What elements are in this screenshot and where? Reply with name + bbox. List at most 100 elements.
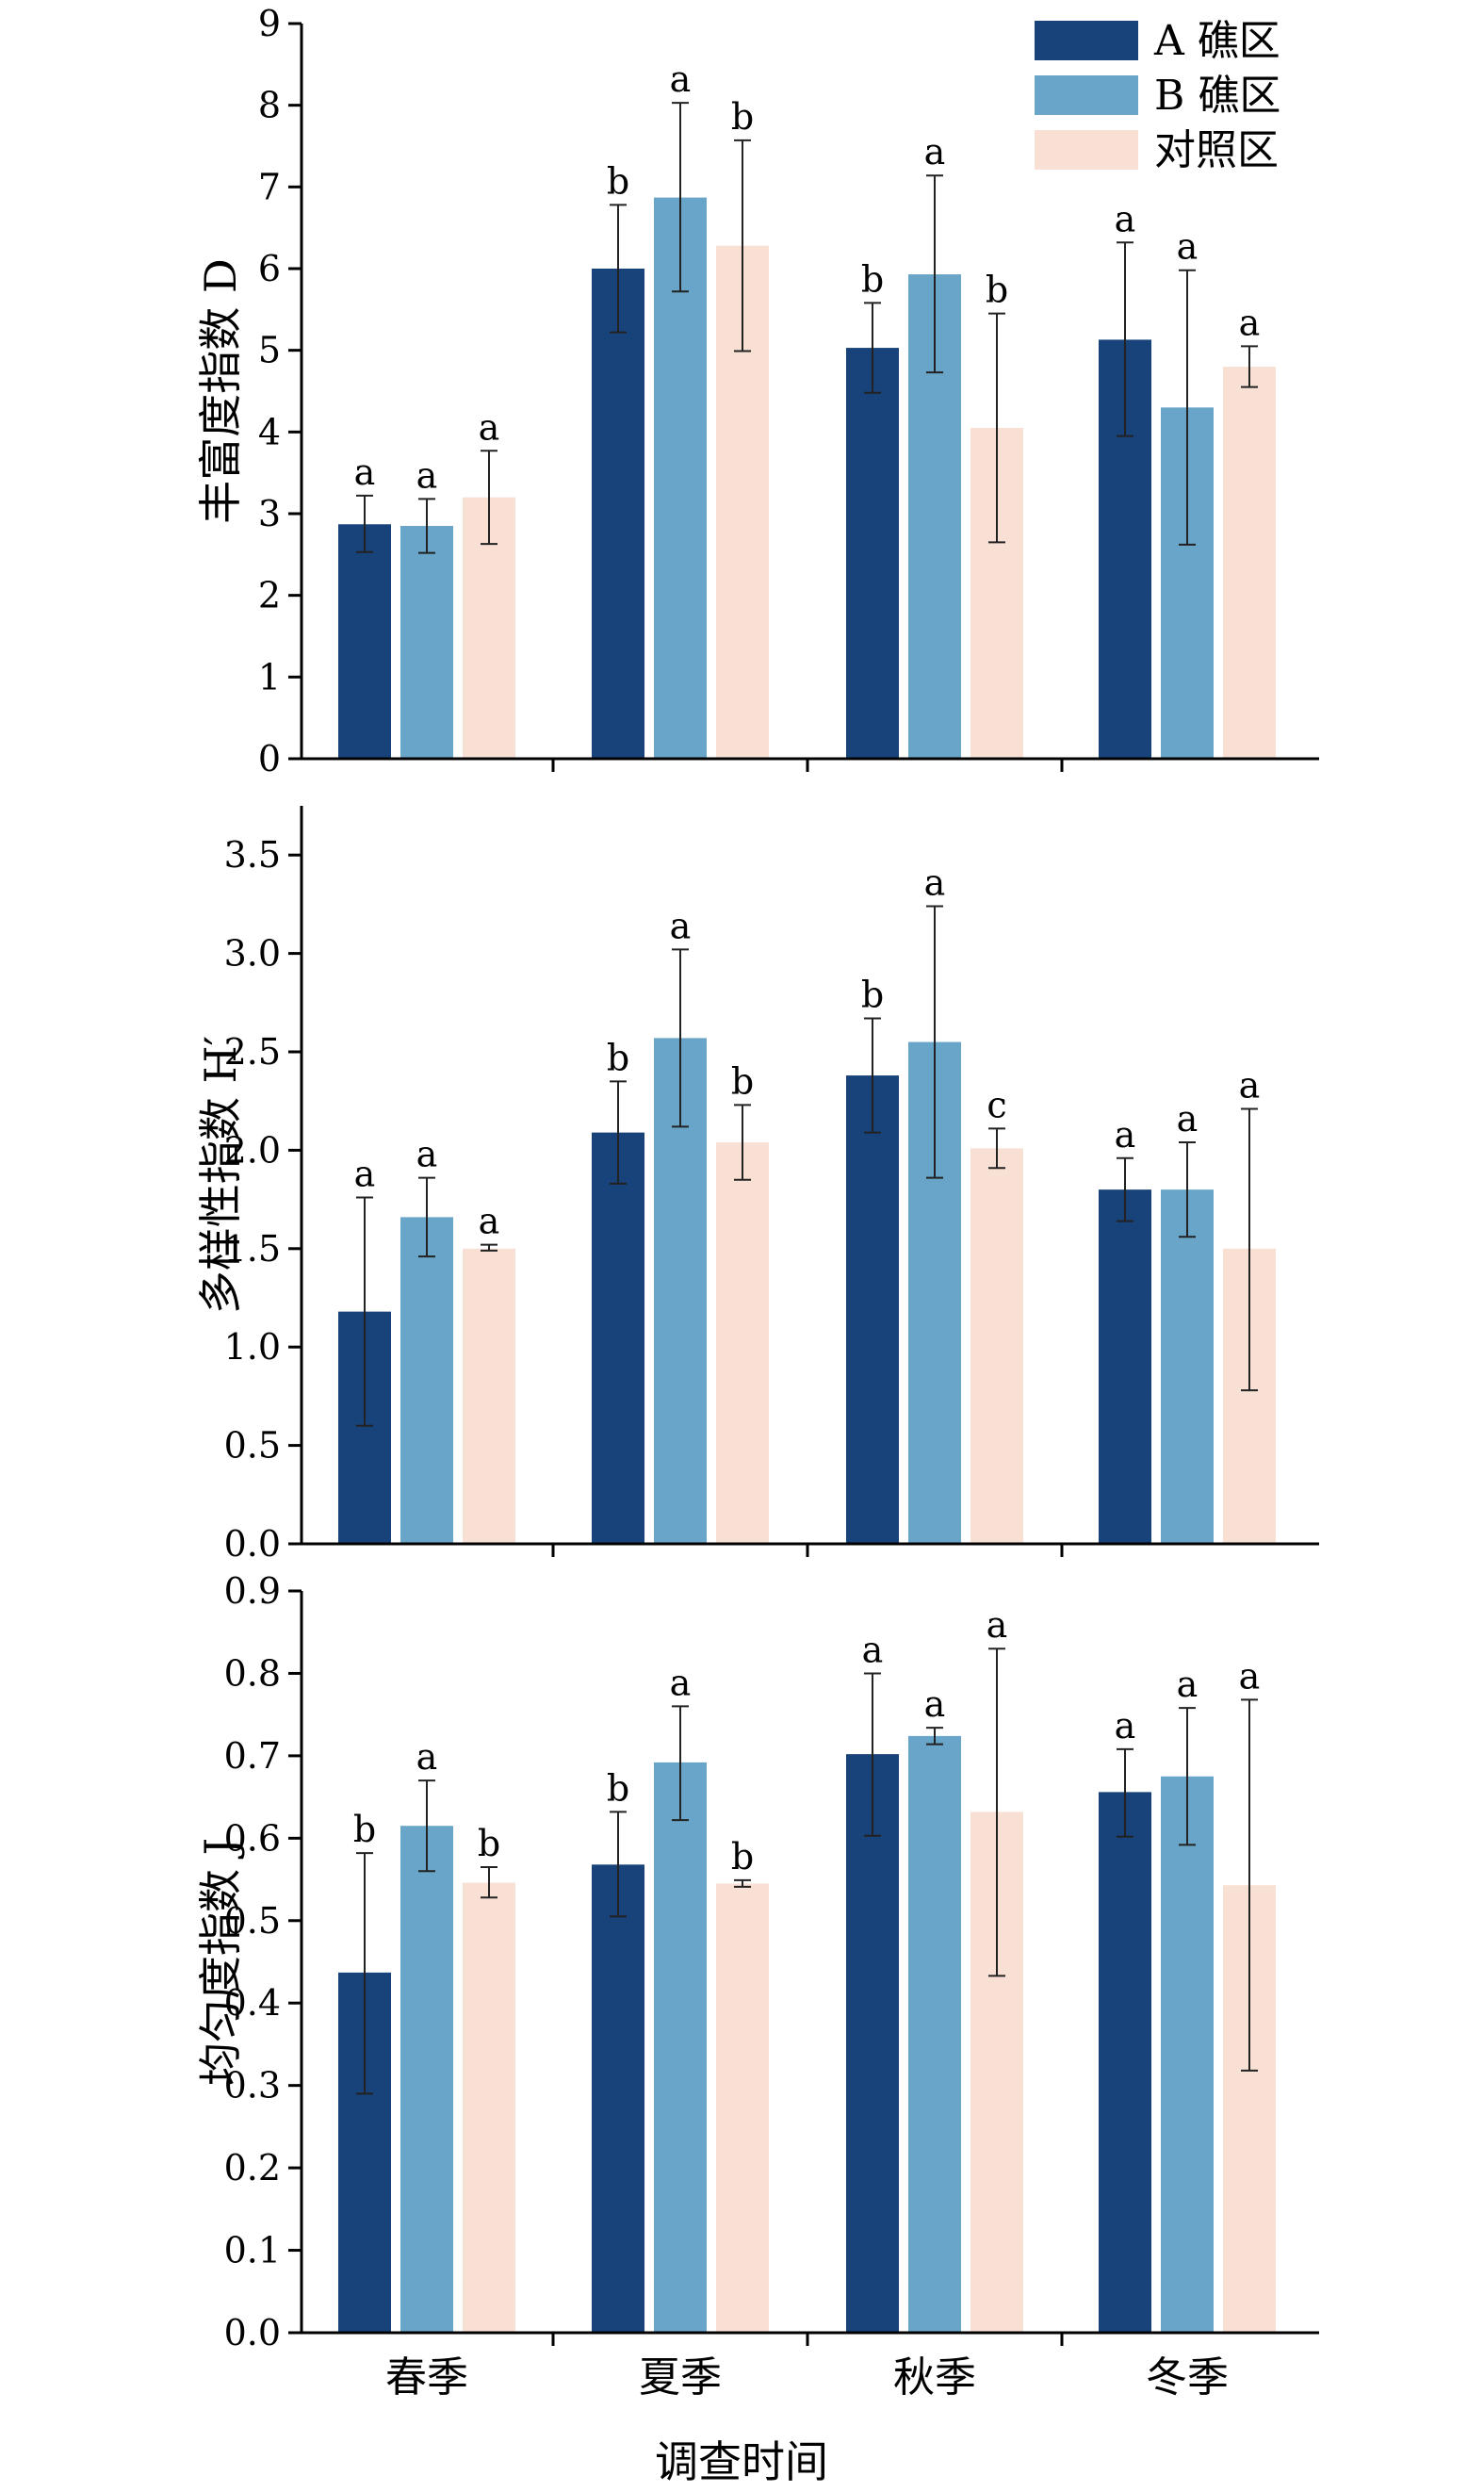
y-tick-label: 0.3 [224, 2065, 281, 2107]
significance-letter: a [1239, 1065, 1261, 1107]
bar [338, 524, 391, 759]
significance-letter: a [354, 1154, 376, 1195]
bar [463, 1249, 515, 1544]
bar [908, 1736, 961, 2333]
y-tick-label: 4 [258, 411, 281, 452]
significance-letter: b [607, 1767, 629, 1809]
significance-letter: a [479, 1201, 500, 1242]
bar [846, 1754, 899, 2333]
y-tick-label: 1.5 [224, 1228, 281, 1270]
x-tick-label: 夏季 [639, 2353, 722, 2402]
bar [654, 1762, 707, 2333]
bar [716, 1883, 769, 2333]
significance-letter: b [353, 1809, 376, 1850]
bar [716, 1142, 769, 1544]
significance-letter: a [416, 1736, 438, 1778]
significance-letter: a [862, 1629, 884, 1670]
y-tick-label: 0.9 [224, 1570, 281, 1612]
bar [1099, 1189, 1151, 1544]
significance-letter: a [1115, 198, 1136, 239]
y-tick-label: 2.5 [224, 1031, 281, 1073]
y-tick-label: 0.4 [224, 1982, 281, 2024]
y-tick-label: 6 [258, 248, 281, 289]
legend-swatch-control [1035, 130, 1138, 170]
y-axis-title: 丰富度指数 D [195, 258, 246, 524]
y-tick-label: 3 [258, 493, 281, 534]
y-tick-label: 0.5 [224, 1900, 281, 1942]
y-tick-label: 0.6 [224, 1817, 281, 1859]
significance-letter: a [354, 451, 376, 493]
x-tick-label: 冬季 [1146, 2353, 1229, 2402]
bar [1099, 1792, 1151, 2333]
x-axis-title: 调查时间 [655, 2436, 828, 2487]
y-tick-label: 0.1 [224, 2230, 281, 2271]
bar [463, 1883, 515, 2333]
significance-letter: b [861, 975, 884, 1016]
significance-letter: b [607, 160, 629, 202]
significance-letter: a [1115, 1114, 1136, 1156]
significance-letter: b [986, 270, 1008, 311]
significance-letter: a [987, 1604, 1008, 1646]
y-tick-label: 3.0 [224, 933, 281, 975]
significance-letter: a [479, 406, 500, 448]
panel-3: 均匀度指数 J0.00.10.20.30.40.50.60.70.80.9bba… [195, 1570, 1319, 2402]
bar [592, 1864, 644, 2333]
y-tick-label: 0 [258, 738, 281, 779]
significance-letter: a [416, 454, 438, 496]
y-axis-title: 均匀度指数 J [195, 1838, 246, 2086]
significance-letter: a [924, 861, 946, 903]
significance-letter: a [1177, 1098, 1199, 1139]
x-tick-label: 秋季 [893, 2353, 976, 2402]
y-tick-label: 2.0 [224, 1129, 281, 1171]
y-tick-label: 9 [258, 3, 281, 44]
legend-label-a: A 礁区 [1153, 17, 1280, 65]
significance-letter: b [861, 258, 884, 300]
y-tick-label: 0.0 [224, 2312, 281, 2353]
significance-letter: a [1177, 226, 1199, 268]
legend-label-b: B 礁区 [1154, 72, 1280, 120]
bar [592, 269, 644, 759]
bar [1161, 1777, 1214, 2333]
panel-2: 多样性指数 H′0.00.51.01.52.02.53.03.5abbaaaaa… [195, 806, 1319, 1565]
y-tick-label: 0.0 [224, 1523, 281, 1565]
legend-swatch-b [1035, 75, 1138, 115]
y-tick-label: 8 [258, 85, 281, 126]
significance-letter: b [731, 1060, 754, 1102]
bar [400, 1217, 453, 1544]
legend-swatch-a [1035, 21, 1138, 60]
bar [970, 1148, 1023, 1544]
y-tick-label: 0.5 [224, 1425, 281, 1467]
significance-letter: b [478, 1823, 500, 1864]
y-tick-label: 5 [258, 330, 281, 371]
significance-letter: a [670, 905, 692, 946]
y-tick-label: 1.0 [224, 1326, 281, 1368]
y-axis-title: 多样性指数 H′ [195, 1036, 246, 1314]
bar [846, 1075, 899, 1544]
bar [846, 348, 899, 759]
y-tick-label: 2 [258, 575, 281, 616]
significance-letter: a [670, 1662, 692, 1703]
y-tick-label: 1 [258, 656, 281, 697]
y-tick-label: 0.8 [224, 1652, 281, 1694]
bar [400, 526, 453, 759]
significance-letter: a [1115, 1705, 1136, 1746]
significance-letter: a [924, 1683, 946, 1725]
legend: A 礁区 B 礁区 对照区 [1035, 17, 1280, 174]
significance-letter: a [924, 131, 946, 172]
significance-letter: a [1239, 1655, 1261, 1697]
significance-letter: a [416, 1134, 438, 1175]
x-tick-label: 春季 [385, 2353, 468, 2402]
significance-letter: b [607, 1037, 629, 1078]
y-tick-label: 3.5 [224, 834, 281, 876]
figure: 丰富度指数 D0123456789abbaaaaaabba多样性指数 H′0.0… [0, 0, 1484, 2492]
y-tick-label: 0.7 [224, 1735, 281, 1777]
y-tick-label: 7 [258, 166, 281, 207]
significance-letter: a [1177, 1664, 1199, 1705]
significance-letter: b [731, 96, 754, 138]
bar [400, 1826, 453, 2333]
bar [1223, 367, 1276, 759]
y-tick-label: 0.2 [224, 2147, 281, 2189]
significance-letter: a [1239, 302, 1261, 343]
